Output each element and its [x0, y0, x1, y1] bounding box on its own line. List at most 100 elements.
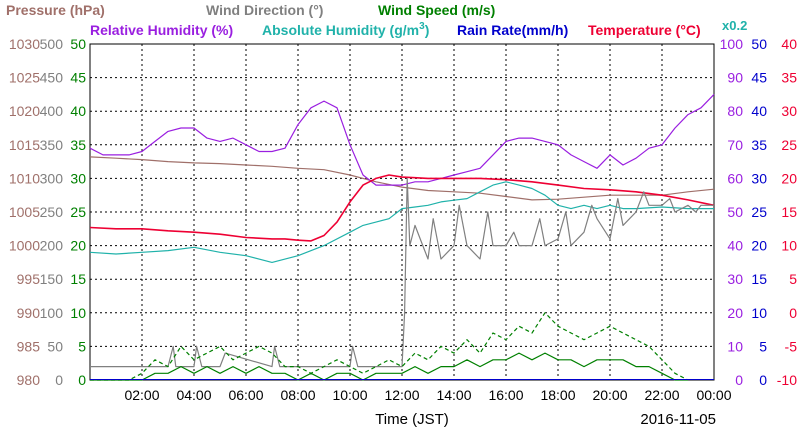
tick-label-temperature: 35 [781, 70, 797, 86]
tick-label-wind-speed: 0 [78, 372, 86, 388]
tick-label-wind-speed: 10 [70, 305, 86, 321]
tick-label-pressure: 985 [17, 338, 41, 354]
tick-label-wind-direction: 500 [40, 36, 64, 52]
tick-label-wind-direction: 200 [40, 238, 64, 254]
tick-label-rain-rate: 15 [751, 271, 767, 287]
tick-label-temperature: 5 [789, 271, 797, 287]
legend-relative-humidity: Relative Humidity (%) [90, 22, 233, 38]
x-axis-label: Time (JST) [375, 411, 449, 428]
tick-label-wind-direction: 350 [40, 137, 64, 153]
tick-label-pressure: 1005 [9, 204, 40, 220]
tick-label-rain-rate: 0 [759, 372, 767, 388]
tick-label-pressure: 1030 [9, 36, 40, 52]
tick-label-relative-humidity: 40 [727, 238, 743, 254]
tick-label-time: 14:00 [436, 387, 471, 403]
tick-label-pressure: 980 [17, 372, 41, 388]
tick-label-relative-humidity: 70 [727, 137, 743, 153]
legend-wind-direction: Wind Direction (°) [206, 2, 323, 18]
tick-label-wind-speed: 15 [70, 271, 86, 287]
tick-label-wind-speed: 5 [78, 338, 86, 354]
tick-label-rain-rate: 5 [759, 338, 767, 354]
series-wind-speed-m-s-gust [90, 312, 689, 381]
tick-label-time: 00:00 [696, 387, 731, 403]
tick-label-wind-speed: 25 [70, 204, 86, 220]
tick-label-wind-direction: 150 [40, 271, 64, 287]
tick-label-time: 06:00 [228, 387, 263, 403]
tick-label-rain-rate: 30 [751, 170, 767, 186]
tick-label-pressure: 1020 [9, 103, 40, 119]
chart-date: 2016-11-05 [640, 411, 716, 428]
tick-label-relative-humidity: 90 [727, 70, 743, 86]
tick-label-wind-direction: 0 [55, 372, 63, 388]
tick-label-temperature: 10 [781, 238, 797, 254]
tick-label-temperature: 40 [781, 36, 797, 52]
tick-label-time: 08:00 [280, 387, 315, 403]
series-temperature-c [89, 174, 715, 242]
tick-label-wind-speed: 30 [70, 170, 86, 186]
series-wind-direction [90, 177, 714, 368]
tick-label-time: 16:00 [488, 387, 523, 403]
tick-label-wind-direction: 100 [40, 305, 64, 321]
legend-temperature: Temperature (°C) [588, 22, 701, 38]
axis-rain-rate: 0 5 10 15 20 25 30 35 40 45 50 [751, 36, 767, 388]
series-absolute-humidity-g-m3-x0-2 [89, 181, 714, 263]
tick-label-pressure: 1025 [9, 70, 40, 86]
tick-label-pressure: 990 [17, 305, 41, 321]
legend-absolute-humidity-scale: x0.2 [722, 18, 747, 33]
tick-label-wind-speed: 50 [70, 36, 86, 52]
tick-label-wind-direction: 50 [47, 338, 63, 354]
tick-label-relative-humidity: 30 [727, 271, 743, 287]
tick-label-wind-direction: 300 [40, 170, 64, 186]
tick-label-relative-humidity: 60 [727, 170, 743, 186]
axis-pressure: 980 985 990 995 1000 1005 1010 1015 1020 1025 1030 [9, 36, 40, 388]
grid [90, 44, 714, 380]
tick-label-temperature: 25 [781, 137, 797, 153]
tick-label-time: 12:00 [384, 387, 419, 403]
tick-label-rain-rate: 25 [751, 204, 767, 220]
tick-label-relative-humidity: 100 [720, 36, 744, 52]
axis-wind-direction: 0 50 100 150 200 250 300 350 400 450 500 [40, 36, 64, 388]
tick-label-relative-humidity: 50 [727, 204, 743, 220]
tick-label-wind-direction: 400 [40, 103, 64, 119]
tick-label-relative-humidity: 0 [735, 372, 743, 388]
tick-label-time: 18:00 [540, 387, 575, 403]
legend: Pressure (hPa) Wind Direction (°) Wind S… [6, 2, 747, 38]
series-relative-humidity [89, 93, 715, 186]
tick-label-rain-rate: 50 [751, 36, 767, 52]
legend-rain-rate: Rain Rate(mm/h) [457, 22, 568, 38]
legend-absolute-humidity: Absolute Humidity (g/m3) [262, 21, 429, 38]
tick-label-temperature: -10 [777, 372, 797, 388]
tick-label-wind-speed: 35 [70, 137, 86, 153]
tick-label-time: 02:00 [124, 387, 159, 403]
tick-label-rain-rate: 35 [751, 137, 767, 153]
tick-label-pressure: 1015 [9, 137, 40, 153]
tick-label-relative-humidity: 10 [727, 338, 743, 354]
tick-label-relative-humidity: 80 [727, 103, 743, 119]
tick-label-pressure: 995 [17, 271, 41, 287]
tick-label-time: 04:00 [176, 387, 211, 403]
tick-label-temperature: 30 [781, 103, 797, 119]
tick-label-wind-direction: 450 [40, 70, 64, 86]
axis-relative-humidity: 0 10 20 30 40 50 60 70 80 90 100 [720, 36, 744, 388]
tick-label-pressure: 1000 [9, 238, 40, 254]
tick-label-rain-rate: 10 [751, 305, 767, 321]
axis-time: 02:00 04:00 06:00 08:00 10:00 12:00 14:00 16:00… [124, 387, 731, 403]
axis-temperature: -10 -5 0 5 10 15 20 25 30 35 40 [777, 36, 797, 388]
tick-label-wind-speed: 20 [70, 238, 86, 254]
tick-label-rain-rate: 40 [751, 103, 767, 119]
tick-label-pressure: 1010 [9, 170, 40, 186]
tick-label-time: 10:00 [332, 387, 367, 403]
legend-pressure: Pressure (hPa) [6, 2, 105, 18]
series-pressure-hpa [89, 156, 715, 201]
tick-label-temperature: 15 [781, 204, 797, 220]
tick-label-temperature: -5 [785, 338, 798, 354]
axis-wind-speed: 0 5 10 15 20 25 30 35 40 45 50 [70, 36, 86, 388]
tick-label-rain-rate: 45 [751, 70, 767, 86]
tick-label-temperature: 20 [781, 170, 797, 186]
tick-label-temperature: 0 [789, 305, 797, 321]
tick-label-rain-rate: 20 [751, 238, 767, 254]
legend-wind-speed: Wind Speed (m/s) [378, 2, 495, 18]
series-group [89, 93, 715, 381]
tick-label-wind-speed: 40 [70, 103, 86, 119]
